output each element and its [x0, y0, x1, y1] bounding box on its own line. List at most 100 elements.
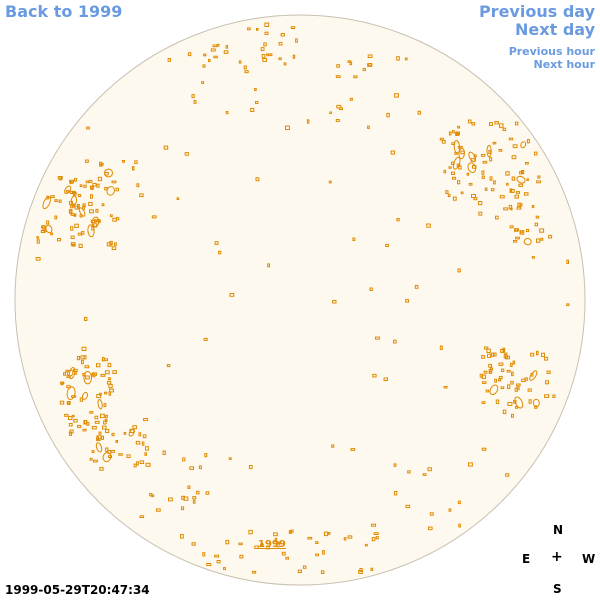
- contour-speck: [329, 111, 332, 114]
- contour-speck: [135, 440, 141, 445]
- contour-speck: [73, 192, 77, 196]
- contour-speck: [511, 176, 516, 181]
- contour-speck: [100, 413, 105, 419]
- contour-speck: [205, 491, 210, 495]
- contour-speck: [502, 347, 506, 353]
- contour-speck: [478, 201, 483, 206]
- contour-speck: [422, 473, 427, 476]
- contour-speck: [292, 54, 296, 59]
- contour-speck: [498, 362, 504, 366]
- contour-speck: [335, 119, 340, 122]
- contour-speck: [104, 370, 110, 375]
- contour-speck: [452, 176, 457, 180]
- contour-speck: [106, 380, 112, 385]
- contour-speck: [99, 467, 104, 471]
- contour-speck: [255, 177, 260, 182]
- contour-speck: [111, 246, 117, 251]
- contour-speck: [495, 215, 499, 220]
- contour-speck: [81, 346, 87, 352]
- contour-speck: [486, 348, 491, 354]
- contour-speck: [499, 195, 505, 199]
- contour-speck: [488, 150, 492, 155]
- contour-speck: [71, 243, 76, 247]
- contour-speck: [426, 223, 431, 228]
- next-day-link[interactable]: Next day: [515, 20, 595, 39]
- contour-speck: [77, 194, 82, 197]
- contour-speck: [390, 150, 396, 155]
- contour-speck: [512, 360, 516, 365]
- contour-speck: [151, 494, 155, 498]
- contour-speck: [96, 393, 102, 399]
- contour-speck: [486, 144, 492, 158]
- contour-speck: [524, 192, 529, 196]
- contour-speck: [94, 415, 99, 420]
- contour-speck: [370, 567, 374, 572]
- contour-speck: [136, 461, 139, 466]
- contour-speck: [500, 349, 505, 353]
- previous-hour-link[interactable]: Previous hour: [508, 45, 595, 58]
- contour-speck: [439, 345, 443, 350]
- contour-speck: [102, 425, 107, 430]
- contour-speck: [141, 441, 145, 446]
- contour-speck: [482, 381, 487, 384]
- contour-speck: [162, 450, 166, 455]
- contour-speck: [80, 231, 85, 235]
- contour-speck: [510, 380, 514, 385]
- contour-speck: [112, 370, 117, 375]
- contour-speck: [536, 350, 539, 356]
- contour-speck: [68, 423, 73, 427]
- contour-speck: [105, 414, 108, 418]
- year-archive-link[interactable]: 1999: [258, 539, 286, 550]
- previous-day-link[interactable]: Previous day: [478, 2, 595, 21]
- compass-west-label: W: [582, 552, 596, 566]
- contour-speck: [206, 563, 212, 567]
- contour-speck: [96, 363, 101, 368]
- contour-speck: [518, 183, 524, 187]
- contour-speck: [107, 362, 112, 368]
- contour-speck: [91, 216, 100, 228]
- contour-speck: [248, 529, 253, 535]
- contour-speck: [467, 119, 472, 124]
- contour-speck: [507, 401, 513, 406]
- contour-speck: [81, 391, 89, 400]
- contour-speck: [42, 196, 51, 210]
- contour-speck: [525, 162, 529, 165]
- contour-speck: [385, 243, 389, 247]
- contour-speck: [116, 217, 120, 221]
- contour-speck: [490, 367, 494, 371]
- contour-speck: [99, 392, 102, 396]
- contour-speck: [511, 155, 517, 160]
- contour-speck: [306, 119, 310, 124]
- contour-speck: [481, 401, 486, 405]
- contour-speck: [267, 263, 271, 268]
- contour-speck: [502, 409, 507, 415]
- contour-speck: [506, 369, 511, 373]
- contour-speck: [193, 100, 197, 104]
- contour-speck: [494, 121, 499, 125]
- contour-speck: [489, 176, 493, 181]
- next-hour-link[interactable]: Next hour: [533, 58, 596, 71]
- contour-speck: [510, 362, 513, 367]
- contour-speck: [488, 363, 493, 368]
- contour-speck: [352, 237, 356, 241]
- back-to-year-link[interactable]: Back to 1999: [5, 2, 123, 21]
- contour-speck: [64, 185, 72, 195]
- contour-speck: [218, 250, 222, 255]
- contour-speck: [536, 180, 542, 184]
- contour-speck: [250, 107, 255, 113]
- contour-speck: [96, 438, 101, 442]
- contour-speck: [77, 424, 82, 428]
- contour-speck: [109, 240, 113, 246]
- contour-speck: [331, 444, 335, 448]
- contour-speck: [70, 226, 74, 231]
- contour-speck: [544, 356, 549, 361]
- contour-speck: [336, 64, 340, 68]
- contour-speck: [104, 418, 108, 423]
- contour-speck: [81, 359, 84, 365]
- contour-speck: [447, 193, 451, 198]
- contour-speck: [510, 207, 513, 211]
- contour-speck: [189, 466, 195, 470]
- contour-speck: [369, 287, 373, 291]
- contour-speck: [528, 399, 532, 404]
